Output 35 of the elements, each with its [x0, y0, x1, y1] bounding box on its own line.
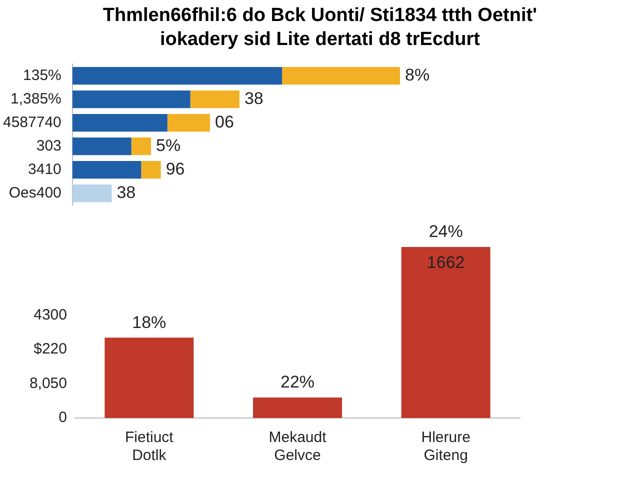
bar: [72, 184, 112, 202]
y-tick-label: 3410: [28, 160, 62, 178]
text: 8,050: [29, 374, 67, 392]
y-tick-label: Oes400: [8, 184, 62, 202]
bar: [72, 90, 190, 108]
x-tick-label: Hlerure Giteng: [421, 429, 470, 464]
bar: [282, 66, 400, 85]
text: 0: [58, 409, 67, 426]
bar: [72, 66, 282, 85]
annotation: 5%: [156, 136, 181, 155]
annotation: 8%: [405, 65, 430, 84]
y-tick-label: 135%: [23, 66, 62, 84]
annotation: 18%: [132, 312, 166, 332]
text: $220: [34, 340, 67, 358]
y-tick-label: 1,385%: [10, 90, 62, 108]
annotation: 1662: [426, 253, 465, 272]
y-tick-label: 4587740: [2, 114, 62, 131]
bar: [131, 137, 152, 156]
bar: [167, 114, 210, 132]
annotation: 38: [116, 182, 136, 202]
bar: [190, 90, 240, 108]
x-tick-label: Mekaudt Gelvce: [268, 429, 328, 464]
bar: [141, 160, 161, 179]
annotation: 96: [166, 159, 185, 178]
annotation: 06: [214, 112, 234, 132]
text: 4300: [34, 306, 67, 324]
bar: [72, 114, 168, 132]
annotation: 22%: [280, 372, 315, 392]
bar: [72, 160, 142, 179]
x-tick-label: Fietiuct Dotlk: [124, 429, 174, 464]
bar: [72, 137, 132, 156]
chart-title: Thmlen66fhil:6 do Bck Uonti/ Sti1834 ttth Oetnit' iokadery sid Lite dertati d8 trEcdurt: [102, 4, 538, 52]
y-tick-label: 303: [36, 137, 62, 154]
annotation: 38: [244, 88, 264, 108]
annotation: 24%: [428, 222, 463, 242]
